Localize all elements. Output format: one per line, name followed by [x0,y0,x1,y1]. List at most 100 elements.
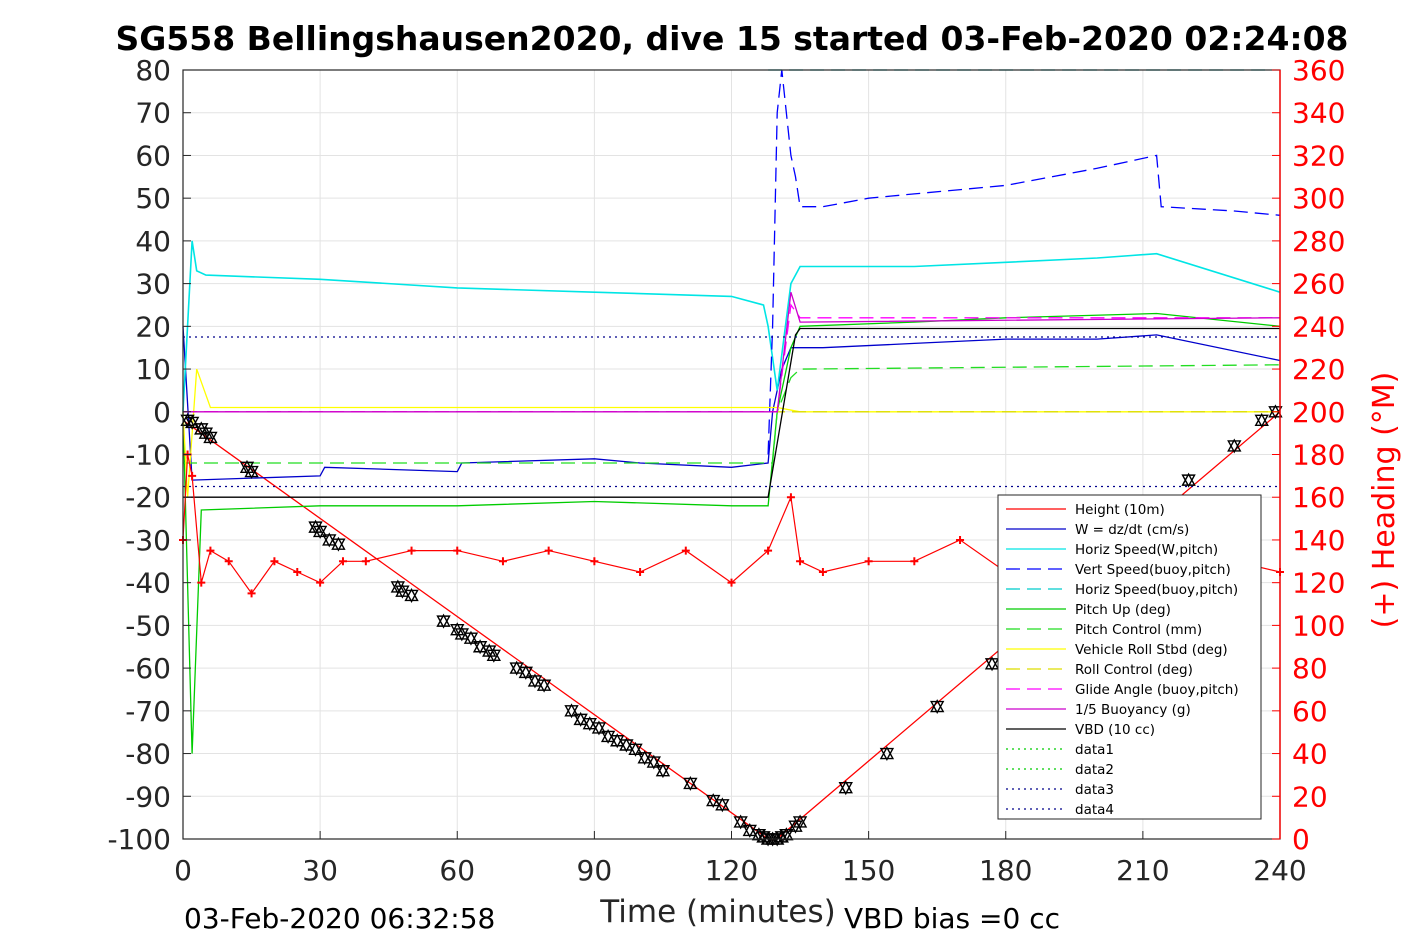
legend-label: Pitch Control (mm) [1075,622,1202,638]
heading-point [188,471,197,480]
chart-title: SG558 Bellingshausen2020, dive 15 starte… [115,19,1348,58]
depth-marker [312,523,328,539]
y-left-tick-label: -100 [107,823,171,856]
depth-marker [733,814,748,830]
heading-point [681,546,690,555]
depth-marker [203,429,218,445]
depth-marker [838,780,853,796]
depth-marker [1254,412,1269,428]
depth-marker [518,664,533,680]
depth-marker [564,703,579,719]
y-right-tick-label: 280 [1292,225,1345,258]
heading-point [247,589,256,598]
depth-marker [184,414,200,430]
y-left-tick-label: 60 [135,139,171,172]
y-left-tick-label: 50 [135,182,171,215]
x-tick-label: 90 [577,854,613,887]
x-tick-label: 120 [705,854,758,887]
y-left-tick-label: -80 [125,738,171,771]
y-axis-left-ticks: 80 70 60 50 40 30 20 10 0 -10 -20 -30 -40 -50 -60 -70 -8… [107,54,191,856]
heading-point [796,557,805,566]
depth-marker [463,630,479,646]
x-tick-label: 60 [439,854,475,887]
legend-label: Pitch Up (deg) [1075,602,1171,618]
heading-point [407,546,416,555]
depth-marker [715,797,730,813]
y-left-tick-label: -50 [125,609,171,642]
y-right-tick-label: 220 [1292,353,1345,386]
heading-point [786,493,795,502]
series-line [183,364,1281,464]
legend-label: Horiz Speed(buoy,pitch) [1075,582,1238,598]
depth-marker [436,613,451,629]
heading-point [270,557,279,566]
legend-label: data4 [1075,802,1114,818]
legend-label: data3 [1075,782,1114,798]
depth-marker [792,814,808,830]
y-axis-right-label: (+) Heading (°M) [1367,372,1402,629]
y-left-tick-label: -70 [125,695,171,728]
heading-point [544,546,553,555]
x-tick-label: 30 [302,854,338,887]
x-axis-ticks: 0 30 60 90 120 150 180 210 240 [174,831,1307,887]
legend-label: Horiz Speed(W,pitch) [1075,542,1218,558]
x-axis-label: Time (minutes) [599,894,835,930]
heading-point [453,546,462,555]
legend-label: Roll Control (deg) [1075,662,1193,678]
legend-label: Vert Speed(buoy,pitch) [1075,562,1231,578]
legend: Height (10m) W = dz/dt (cm/s) Horiz Speed(… [997,494,1262,820]
depth-marker [331,536,346,552]
legend-label: data1 [1075,742,1114,758]
y-right-tick-label: 20 [1292,780,1328,813]
x-tick-label: 180 [979,854,1032,887]
depth-marker [404,588,419,603]
series-line [182,240,1281,412]
heading-point [636,567,645,576]
legend-label: 1/5 Buoyancy (g) [1075,702,1191,718]
depth-marker [536,677,552,693]
heading-point [293,567,302,576]
legend-label: VBD (10 cc) [1075,722,1155,738]
x-tick-label: 150 [842,854,895,887]
y-left-tick-label: 0 [153,396,171,429]
y-right-tick-label: 260 [1292,268,1345,301]
legend-items: Height (10m) W = dz/dt (cm/s) Horiz Speed(… [1006,502,1239,818]
y-left-tick-label: -20 [125,481,171,514]
y-right-tick-label: 180 [1292,439,1345,472]
depth-marker [655,763,671,779]
heading-point [197,578,206,587]
heading-point [316,578,325,587]
depth-marker [879,746,895,762]
heading-point [498,557,507,566]
depth-marker [628,741,643,757]
footer-vbd-bias: VBD bias =0 cc [844,902,1060,935]
y-right-tick-label: 120 [1292,567,1345,600]
depth-marker [646,754,661,770]
y-left-tick-label: -40 [125,567,171,600]
y-right-tick-label: 240 [1292,310,1345,343]
y-left-tick-label: 70 [135,97,171,130]
depth-marker [779,827,794,843]
legend-label: Height (10m) [1075,502,1165,518]
heading-point [818,567,827,576]
y-right-tick-label: 0 [1292,823,1310,856]
y-right-tick-label: 200 [1292,396,1345,429]
y-left-tick-label: -10 [125,439,171,472]
y-right-tick-label: 300 [1292,182,1345,215]
y-left-tick-label: 80 [135,54,171,87]
heading-point [910,557,919,566]
depth-marker [244,464,259,480]
x-tick-label: 0 [174,854,192,887]
y-left-tick-label: -30 [125,524,171,557]
depth-marker [1227,438,1242,454]
x-tick-label: 240 [1253,854,1306,887]
heading-point [590,557,599,566]
legend-label: Glide Angle (buoy,pitch) [1075,682,1239,698]
legend-label: W = dz/dt (cm/s) [1075,522,1189,538]
y-right-tick-label: 340 [1292,97,1345,130]
series-line [183,292,1281,413]
y-left-tick-label: -90 [125,780,171,813]
y-right-tick-label: 320 [1292,139,1345,172]
depth-marker [930,699,945,715]
